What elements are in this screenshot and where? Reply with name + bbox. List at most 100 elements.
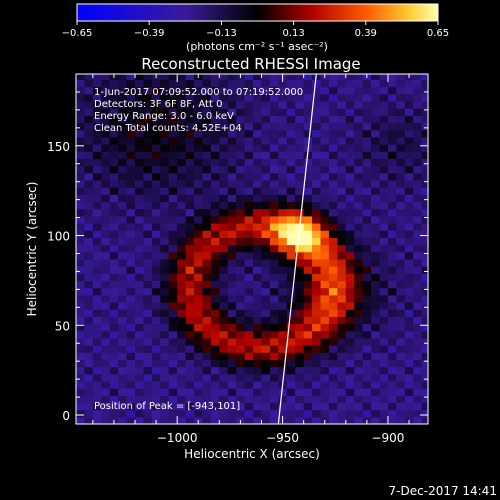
heatmap-cell: [421, 309, 428, 317]
heatmap-cell: [126, 373, 136, 382]
heatmap-cell: [345, 251, 355, 260]
heatmap-cell: [135, 359, 145, 368]
heatmap-cell: [278, 366, 288, 375]
heatmap-cell: [135, 122, 145, 131]
heatmap-cell: [236, 208, 246, 217]
heatmap-cell: [177, 74, 187, 80]
heatmap-cell: [227, 194, 237, 203]
heatmap-cell: [236, 201, 246, 210]
heatmap-cell: [194, 194, 204, 203]
heatmap-cell: [328, 179, 338, 188]
plot-frame: [75, 73, 429, 425]
heatmap-cell: [404, 316, 414, 325]
heatmap-cell: [126, 100, 136, 109]
heatmap-cell: [109, 237, 119, 246]
heatmap-cell: [345, 201, 355, 210]
heatmap-cell: [387, 251, 397, 260]
heatmap-cell: [421, 129, 428, 138]
heatmap-cell: [261, 230, 271, 238]
heatmap-cell: [143, 366, 153, 375]
heatmap-cell: [244, 316, 254, 325]
heatmap-cell: [185, 395, 195, 404]
heatmap-cell: [76, 237, 86, 246]
heatmap-cell: [143, 74, 153, 80]
heatmap-cell: [126, 237, 136, 246]
heatmap-cell: [421, 100, 428, 109]
heatmap-cell: [312, 187, 322, 195]
heatmap-cell: [345, 373, 355, 382]
heatmap-cell: [303, 337, 313, 346]
heatmap-cell: [413, 330, 423, 339]
heatmap-cell: [109, 136, 119, 145]
heatmap-cell: [151, 108, 161, 116]
heatmap-cell: [227, 115, 237, 124]
heatmap-cell: [371, 179, 381, 188]
heatmap-cell: [387, 287, 397, 296]
heatmap-cell: [371, 345, 381, 353]
heatmap-cell: [219, 187, 229, 195]
heatmap-cell: [354, 230, 364, 238]
heatmap-cell: [387, 201, 397, 210]
heatmap-cell: [421, 187, 428, 195]
heatmap-cell: [109, 359, 119, 368]
heatmap-cell: [227, 222, 237, 231]
heatmap-cell: [413, 352, 423, 360]
heatmap-cell: [118, 388, 128, 396]
heatmap-cell: [404, 93, 414, 102]
heatmap-cell: [101, 230, 111, 238]
heatmap-cell: [84, 294, 94, 303]
heatmap-cell: [210, 366, 220, 375]
heatmap-cell: [194, 323, 204, 332]
heatmap-cell: [371, 93, 381, 102]
heatmap-cell: [396, 108, 406, 116]
heatmap-cell: [118, 366, 128, 375]
heatmap-cell: [396, 359, 406, 368]
heatmap-cell: [269, 323, 279, 332]
heatmap-cell: [404, 352, 414, 360]
heatmap-cell: [84, 287, 94, 296]
heatmap-cell: [278, 237, 288, 246]
heatmap-cell: [286, 151, 296, 159]
heatmap-cell: [126, 266, 136, 274]
heatmap-cell: [362, 122, 372, 131]
heatmap-cell: [345, 129, 355, 138]
heatmap-cell: [118, 280, 128, 289]
heatmap-cell: [396, 136, 406, 145]
heatmap-cell: [76, 115, 86, 124]
heatmap-cell: [278, 222, 288, 231]
heatmap-cell: [286, 273, 296, 282]
heatmap-cell: [253, 179, 263, 188]
heatmap-cell: [303, 395, 313, 404]
heatmap-cell: [177, 208, 187, 217]
heatmap-cell: [244, 237, 254, 246]
heatmap-cell: [236, 273, 246, 282]
heatmap-cell: [320, 136, 330, 145]
heatmap-cell: [312, 179, 322, 188]
heatmap-cell: [379, 158, 389, 167]
heatmap-cell: [328, 395, 338, 404]
heatmap-cell: [286, 266, 296, 274]
heatmap-cell: [92, 294, 102, 303]
heatmap-cell: [202, 79, 212, 88]
heatmap-cell: [101, 86, 111, 95]
heatmap-cell: [413, 266, 423, 274]
heatmap-cell: [303, 316, 313, 325]
heatmap-cell: [194, 395, 204, 404]
heatmap-cell: [269, 115, 279, 124]
heatmap-cell: [379, 352, 389, 360]
heatmap-cell: [303, 294, 313, 303]
heatmap-cell: [421, 352, 428, 360]
heatmap-cell: [269, 330, 279, 339]
heatmap-cell: [278, 395, 288, 404]
heatmap-cell: [109, 323, 119, 332]
heatmap-cell: [261, 416, 271, 424]
heatmap-cell: [354, 79, 364, 88]
heatmap-cell: [371, 172, 381, 181]
heatmap-cell: [328, 266, 338, 274]
heatmap-cell: [151, 309, 161, 317]
heatmap-cell: [328, 74, 338, 80]
heatmap-cell: [236, 215, 246, 224]
heatmap-cell: [413, 359, 423, 368]
heatmap-cell: [194, 359, 204, 368]
heatmap-cell: [177, 79, 187, 88]
